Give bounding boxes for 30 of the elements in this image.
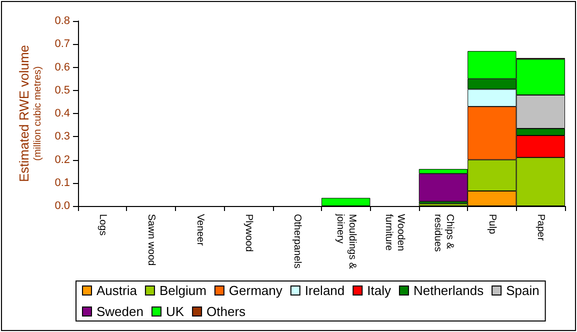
- y-tick-label: 0.8: [54, 15, 70, 27]
- x-tick-label: Pulp: [486, 214, 498, 234]
- x-tick-label: Wooden furniture: [383, 214, 406, 254]
- legend-label: UK: [166, 304, 184, 319]
- legend-label: Belgium: [159, 283, 206, 298]
- y-tick-label: 0.6: [54, 61, 70, 74]
- legend-label: Others: [206, 304, 246, 319]
- legend-label: Ireland: [304, 283, 345, 298]
- legend-label: Sweden: [96, 304, 144, 319]
- x-tick-label: Mouldings & joinery: [334, 213, 358, 272]
- y-axis-title: Estimated RWE volume (million cubic metres): [16, 44, 44, 182]
- legend-label: Netherlands: [413, 283, 484, 298]
- x-tick-label: Chips & residues: [432, 214, 455, 252]
- legend-label: Germany: [228, 283, 283, 298]
- legend-label: Spain: [506, 283, 540, 298]
- y-tick-label: 0.3: [54, 130, 70, 143]
- x-tick-label: Logs: [96, 214, 108, 236]
- y-tick-label: 0.2: [54, 154, 70, 166]
- x-tick-label: Sawn wood: [146, 214, 157, 266]
- y-tick-label: 0.5: [54, 84, 70, 96]
- y-tick-label: 0.0: [54, 200, 70, 212]
- legend-label: Italy: [367, 283, 392, 298]
- x-tick-label: Veneer: [194, 214, 206, 246]
- x-tick-label: Otherpanels: [292, 214, 303, 268]
- x-tick-label: Paper: [535, 214, 546, 242]
- x-tick-label: Plywood: [242, 214, 254, 252]
- y-tick-label: 0.1: [54, 176, 70, 189]
- y-tick-label: 0.4: [54, 108, 70, 120]
- legend-label: Austria: [96, 283, 138, 298]
- y-tick-label: 0.7: [54, 38, 70, 50]
